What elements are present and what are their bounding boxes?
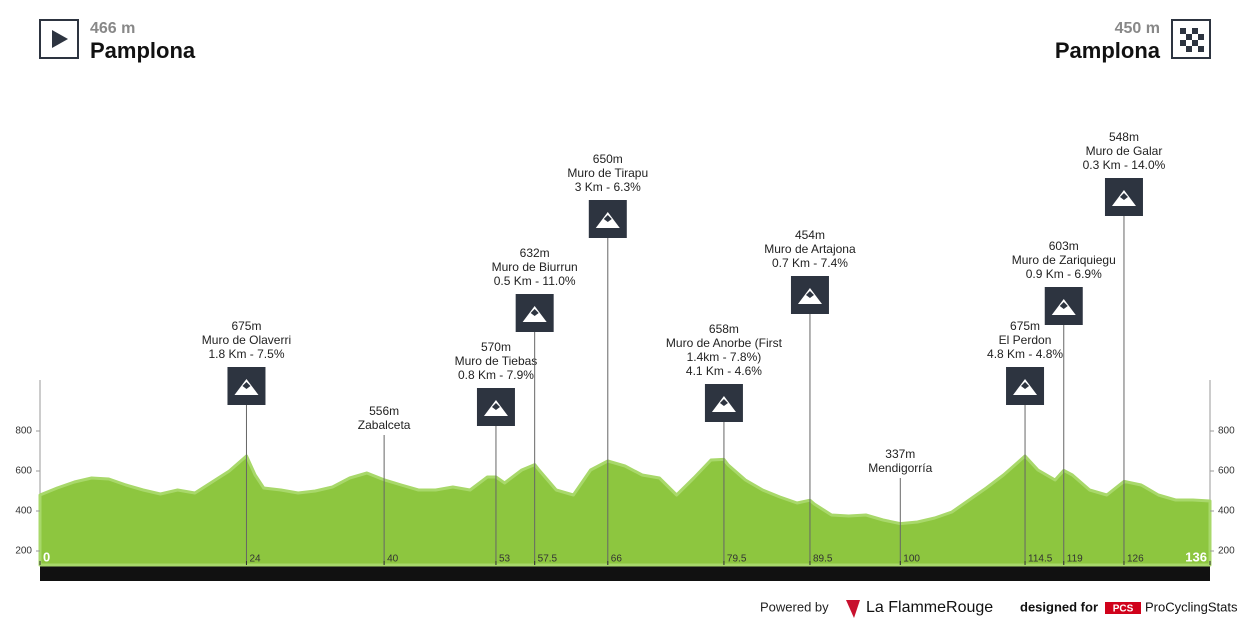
y-tick-label-right: 400 — [1218, 506, 1235, 517]
x-tick-label: 100 — [903, 554, 920, 565]
site-name: ProCyclingStats — [1145, 599, 1238, 614]
annotation-line: 658m — [709, 322, 739, 336]
climb-snow — [1119, 193, 1128, 200]
finish-altitude: 450 m — [1115, 20, 1160, 37]
brand: La FlammeRouge — [866, 599, 993, 616]
annotation-line: 0.5 Km - 11.0% — [494, 274, 576, 288]
y-tick-label-right: 600 — [1218, 466, 1235, 477]
x-tick-label: 24 — [249, 554, 261, 565]
y-tick-label-right: 800 — [1218, 426, 1235, 437]
annotation-line: 603m — [1049, 239, 1079, 253]
annotation-line: 675m — [231, 319, 261, 333]
x-tick-label: 0 — [43, 549, 50, 564]
climb-snow — [491, 403, 500, 410]
annotation-line: Muro de Galar — [1086, 144, 1163, 158]
annotation-line: 4.8 Km - 4.8% — [987, 347, 1063, 361]
annotation-line: Muro de Tirapu — [567, 166, 648, 180]
x-tick-label: 57.5 — [538, 554, 558, 565]
start-arrow — [52, 30, 68, 48]
annotation-line: 556m — [369, 404, 399, 418]
climb-snow — [719, 399, 728, 406]
annotation-line: 4.1 Km - 4.6% — [686, 364, 762, 378]
annotation-line: 0.8 Km - 7.9% — [458, 368, 534, 382]
finish-icon — [1171, 19, 1211, 59]
pcs-label: PCS — [1113, 604, 1134, 615]
climb-snow — [603, 215, 612, 222]
annotation-line: 570m — [481, 340, 511, 354]
x-tick-label: 53 — [499, 554, 511, 565]
annotation-line: 0.9 Km - 6.9% — [1026, 267, 1102, 281]
climb-snow — [1021, 382, 1030, 389]
finish-flag — [1180, 28, 1204, 52]
y-tick-label: 800 — [15, 426, 32, 437]
x-tick-label: 119 — [1067, 554, 1083, 565]
annotation-line: 3 Km - 6.3% — [575, 180, 641, 194]
annotation-line: 675m — [1010, 319, 1040, 333]
x-tick-label: 136 — [1185, 549, 1207, 564]
baseline-bar — [40, 565, 1210, 581]
annotation-line: Muro de Zariquiegu — [1012, 253, 1116, 267]
annotation-line: 1.4km - 7.8%) — [687, 350, 762, 364]
start-city: Pamplona — [90, 38, 196, 63]
x-tick-label: 66 — [611, 554, 623, 565]
x-tick-label: 89.5 — [813, 554, 833, 565]
x-tick-label: 114.5 — [1028, 554, 1053, 565]
x-tick-label: 40 — [387, 554, 399, 565]
climb-snow — [1059, 302, 1068, 309]
powered-by: Powered by — [760, 599, 829, 614]
y-tick-label: 400 — [15, 506, 32, 517]
y-tick-label: 600 — [15, 466, 32, 477]
annotation-line: 0.3 Km - 14.0% — [1083, 158, 1166, 172]
annotation-line: 0.7 Km - 7.4% — [772, 256, 848, 270]
annotation-line: 632m — [520, 246, 550, 260]
annotation-line: 1.8 Km - 7.5% — [208, 347, 284, 361]
annotation-line: Mendigorría — [868, 461, 932, 475]
climb-snow — [805, 291, 814, 298]
annotation-line: 454m — [795, 228, 825, 242]
annotation-line: Muro de Olaverri — [202, 333, 291, 347]
start-altitude: 466 m — [90, 20, 135, 37]
annotation-line: Muro de Anorbe (First — [666, 336, 783, 350]
finish-city: Pamplona — [1055, 38, 1161, 63]
annotation-line: 548m — [1109, 130, 1139, 144]
annotation-line: Muro de Biurrun — [492, 260, 578, 274]
brand-logo — [846, 600, 860, 618]
annotation-line: Muro de Artajona — [764, 242, 856, 256]
x-tick-label: 79.5 — [727, 554, 747, 565]
designed-for: designed for — [1020, 599, 1098, 614]
annotation-line: Muro de Tiebas — [455, 354, 538, 368]
y-tick-label: 200 — [15, 546, 32, 557]
annotation-line: 337m — [885, 447, 915, 461]
x-tick-label: 126 — [1127, 554, 1144, 565]
annotation-line: El Perdon — [999, 333, 1052, 347]
annotation-line: 650m — [593, 152, 623, 166]
y-tick-label-right: 200 — [1218, 546, 1235, 557]
climb-snow — [242, 382, 251, 389]
annotation-line: Zabalceta — [358, 418, 411, 432]
elevation-area — [38, 454, 1212, 567]
start-icon — [39, 19, 79, 59]
pcs-logo — [1105, 602, 1141, 614]
climb-snow — [530, 309, 539, 316]
